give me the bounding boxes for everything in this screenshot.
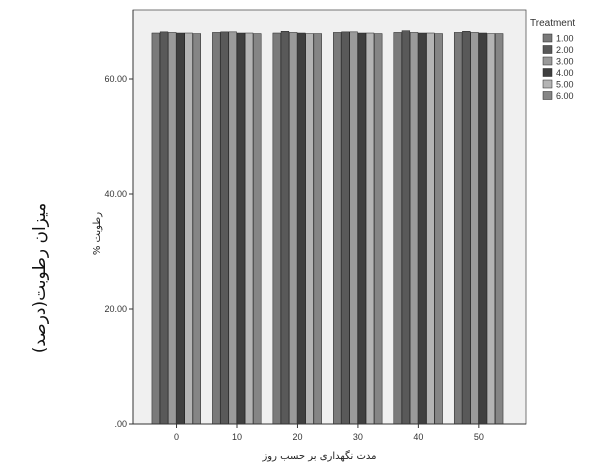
bar-40-series-1.00 <box>393 32 402 425</box>
bar-10-series-2.00 <box>220 31 229 425</box>
legend-swatch-1.00 <box>542 33 553 43</box>
bar-50-series-1.00 <box>453 32 463 425</box>
x-tick-label: 0 <box>174 432 179 442</box>
bar-30-series-1.00 <box>333 32 342 425</box>
bar-0-series-2.00 <box>159 31 169 425</box>
bar-20-series-3.00 <box>289 32 298 425</box>
y-tick-label: .00 <box>114 419 127 429</box>
bar-20-series-4.00 <box>297 32 306 425</box>
legend-label-1.00: 1.00 <box>556 34 574 44</box>
bar-10-series-1.00 <box>212 32 221 425</box>
bar-30-series-4.00 <box>357 32 366 425</box>
bar-0-series-4.00 <box>176 32 185 425</box>
bar-30-series-5.00 <box>365 32 375 425</box>
bar-0-series-3.00 <box>168 32 177 425</box>
legend-swatch-5.00 <box>542 79 553 89</box>
bar-20-series-6.00 <box>313 33 322 425</box>
bar-40-series-4.00 <box>418 32 427 425</box>
bar-40-series-6.00 <box>434 33 443 425</box>
legend-label-3.00: 3.00 <box>556 57 574 67</box>
bar-0-series-6.00 <box>192 33 201 425</box>
bar-50-series-3.00 <box>470 32 479 425</box>
y-tick-label: 40.00 <box>104 189 127 199</box>
bar-20-series-1.00 <box>272 32 281 425</box>
legend-label-4.00: 4.00 <box>556 68 574 78</box>
legend-title: Treatment <box>530 18 575 29</box>
bar-20-series-5.00 <box>305 33 314 425</box>
bar-40-series-3.00 <box>409 32 419 425</box>
bar-10-series-4.00 <box>236 32 246 425</box>
bar-40-series-5.00 <box>426 32 435 425</box>
bar-40-series-2.00 <box>401 30 411 425</box>
axes-layer: .00 20.00 40.00 60.00 0 10 20 30 40 50 <box>104 10 526 442</box>
y-tick-label: 20.00 <box>104 304 127 314</box>
x-axis-title: مدت نگهداری بر حسب روز <box>261 450 376 462</box>
bar-10-series-5.00 <box>244 32 254 425</box>
x-tick-label: 30 <box>353 432 363 442</box>
x-tick-label: 20 <box>292 432 302 442</box>
legend-swatch-4.00 <box>542 68 553 77</box>
bars-layer <box>151 30 504 425</box>
bar-50-series-6.00 <box>494 33 504 425</box>
legend-label-6.00: 6.00 <box>556 91 574 101</box>
x-tick-label: 10 <box>232 432 242 442</box>
bar-10-series-6.00 <box>253 33 262 425</box>
bar-20-series-2.00 <box>280 31 290 425</box>
bar-0-series-1.00 <box>151 32 160 425</box>
y-tick-label: 60.00 <box>104 74 127 84</box>
bar-30-series-2.00 <box>341 31 350 425</box>
bar-50-series-4.00 <box>478 32 487 425</box>
legend-swatch-6.00 <box>542 91 553 100</box>
bar-50-series-2.00 <box>462 31 471 425</box>
legend-swatch-2.00 <box>542 45 553 54</box>
bar-0-series-5.00 <box>184 32 193 425</box>
bar-50-series-5.00 <box>486 33 496 425</box>
bar-10-series-3.00 <box>228 31 237 425</box>
bar-30-series-6.00 <box>374 33 383 425</box>
bar-30-series-3.00 <box>349 31 358 425</box>
legend-swatch-3.00 <box>542 56 553 66</box>
legend: Treatment 1.002.00 3.004.00 5.006.00 <box>530 18 575 101</box>
y-axis-title: % رطوبت <box>92 212 103 255</box>
x-tick-label: 50 <box>474 432 484 442</box>
legend-label-5.00: 5.00 <box>556 80 574 90</box>
legend-label-2.00: 2.00 <box>556 45 574 55</box>
x-tick-label: 40 <box>413 432 423 442</box>
